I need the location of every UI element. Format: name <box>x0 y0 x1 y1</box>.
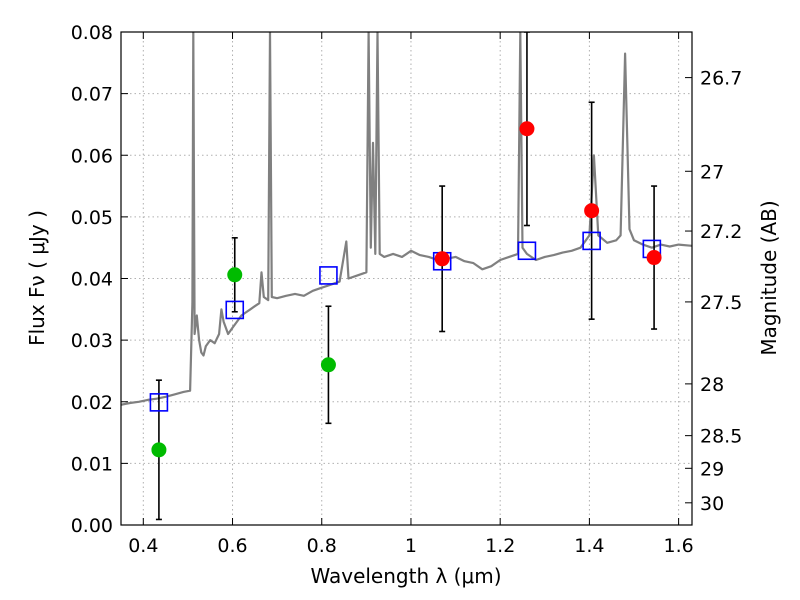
spectrum-layer <box>121 32 692 406</box>
red-data-point <box>646 250 662 266</box>
y-tick-label: 0.05 <box>71 207 113 229</box>
right-axis-ticks: 26.7 27 27.2 27.5 28 28.5 29 30 <box>685 68 742 515</box>
right-axis-label: Magnitude (AB) <box>757 200 781 355</box>
y-tick-label: 0.00 <box>71 515 113 537</box>
y-tick-label: 0.03 <box>71 330 113 352</box>
x-tick-label: 0.6 <box>217 535 247 557</box>
red-data-point <box>434 251 450 267</box>
spectrum-line <box>121 32 692 406</box>
red-data-point <box>519 121 535 137</box>
x-tick-label: 0.8 <box>307 535 337 557</box>
y-axis-ticks: 0.00 0.01 0.02 0.03 0.04 0.05 0.06 0.07 0.08 <box>71 22 128 537</box>
right-tick-label: 26.7 <box>700 68 742 90</box>
y-tick-label: 0.04 <box>71 269 113 291</box>
right-tick-label: 29 <box>700 458 724 480</box>
right-tick-label: 30 <box>700 493 724 515</box>
y-tick-label: 0.06 <box>71 145 113 167</box>
y-tick-label: 0.07 <box>71 84 113 106</box>
x-axis-label: Wavelength λ (μm) <box>310 564 501 588</box>
right-tick-label: 28.5 <box>700 426 742 448</box>
x-tick-label: 1.2 <box>485 535 515 557</box>
right-tick-label: 28 <box>700 374 724 396</box>
green-data-point <box>151 442 167 458</box>
x-tick-label: 1.4 <box>574 535 604 557</box>
model-square-marker <box>225 300 245 320</box>
y-tick-label: 0.01 <box>71 453 113 475</box>
model-square-marker <box>582 231 601 251</box>
x-tick-label: 1 <box>405 535 417 557</box>
x-tick-label: 1.6 <box>664 535 694 557</box>
green-data-point <box>320 357 336 373</box>
right-tick-label: 27.2 <box>700 221 742 243</box>
observed-points-layer <box>151 121 662 458</box>
model-square-marker <box>149 393 169 412</box>
x-axis-ticks: 0.4 0.6 0.8 1 1.2 1.4 1.6 <box>128 32 694 557</box>
model-square-marker <box>319 266 338 285</box>
model-square-marker <box>517 241 537 261</box>
y-tick-label: 0.08 <box>71 22 113 44</box>
x-tick-label: 0.4 <box>128 535 158 557</box>
right-tick-label: 27 <box>700 161 724 183</box>
green-data-point <box>227 267 243 283</box>
red-data-point <box>584 203 600 219</box>
y-axis-label: Flux Fν ( μJy ) <box>25 210 49 346</box>
right-tick-label: 27.5 <box>700 292 742 314</box>
y-tick-label: 0.02 <box>71 392 113 414</box>
